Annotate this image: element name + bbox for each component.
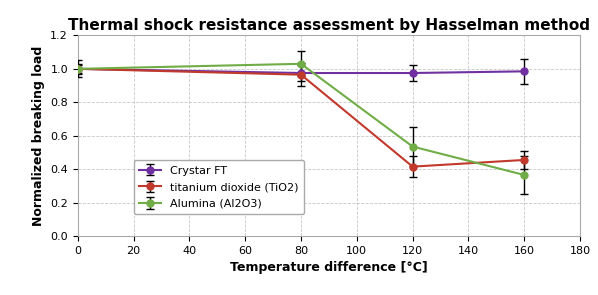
Y-axis label: Normalized breaking load: Normalized breaking load [32, 45, 45, 226]
X-axis label: Temperature difference [°C]: Temperature difference [°C] [230, 261, 428, 274]
Legend: Crystar FT, titanium dioxide (TiO2), Alumina (Al2O3): Crystar FT, titanium dioxide (TiO2), Alu… [133, 160, 304, 214]
Title: Thermal shock resistance assessment by Hasselman method: Thermal shock resistance assessment by H… [68, 18, 590, 33]
